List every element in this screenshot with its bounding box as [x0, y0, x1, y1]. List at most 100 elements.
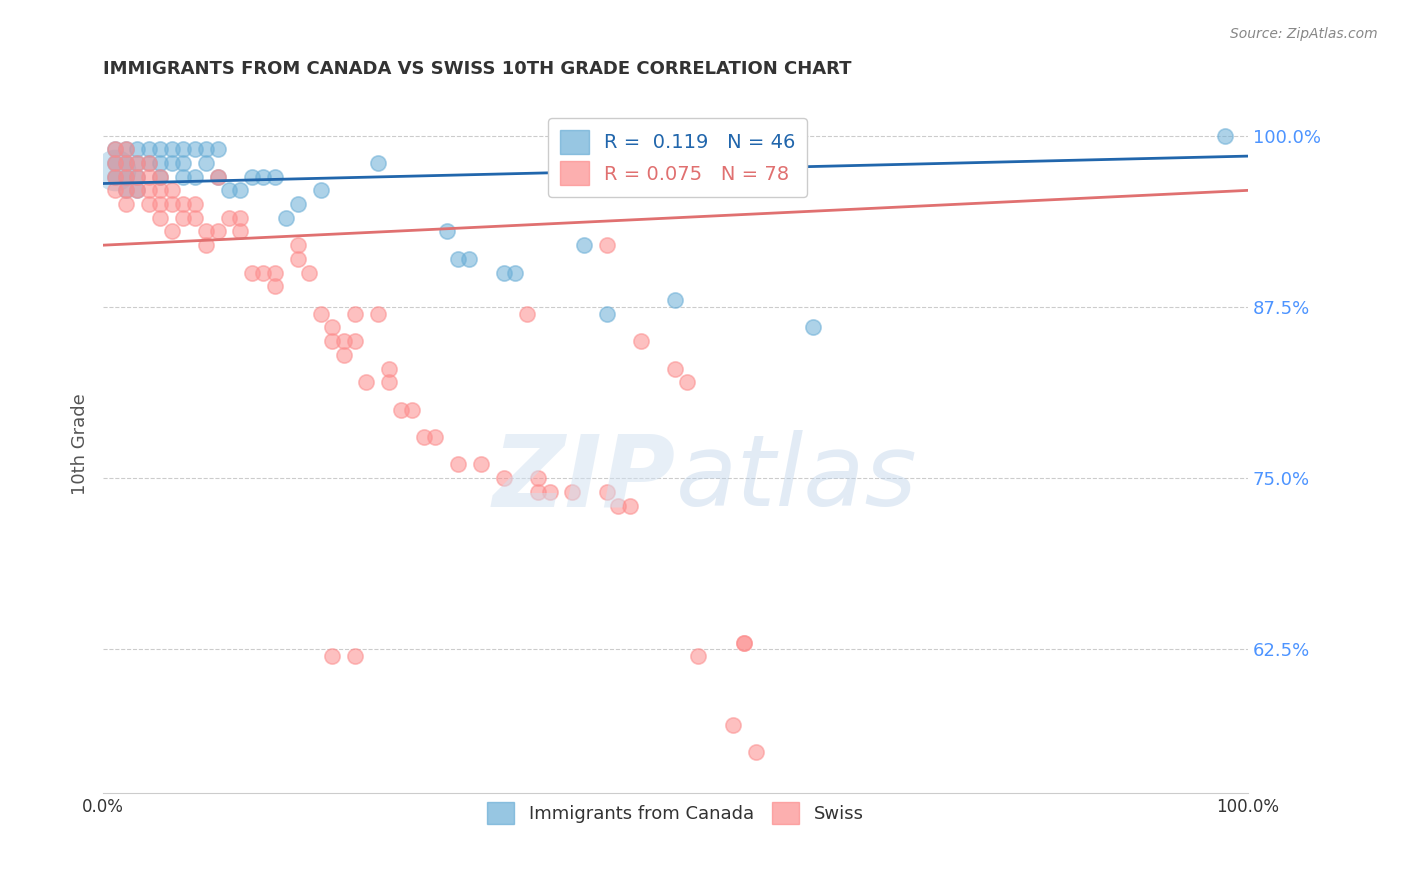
- Point: [103, 162, 125, 177]
- Point: [321, 334, 343, 348]
- Point: [527, 484, 550, 499]
- Point: [378, 361, 401, 376]
- Point: [127, 183, 149, 197]
- Point: [138, 156, 160, 170]
- Point: [343, 334, 366, 348]
- Point: [664, 361, 686, 376]
- Point: [127, 156, 149, 170]
- Point: [149, 169, 172, 184]
- Point: [149, 197, 172, 211]
- Point: [309, 183, 332, 197]
- Point: [115, 183, 138, 197]
- Point: [733, 635, 755, 649]
- Point: [207, 169, 229, 184]
- Point: [538, 484, 561, 499]
- Point: [801, 320, 824, 334]
- Point: [127, 169, 149, 184]
- Point: [183, 142, 205, 156]
- Point: [149, 142, 172, 156]
- Point: [207, 142, 229, 156]
- Point: [412, 430, 434, 444]
- Point: [733, 635, 755, 649]
- Point: [229, 183, 252, 197]
- Point: [138, 169, 160, 184]
- Text: IMMIGRANTS FROM CANADA VS SWISS 10TH GRADE CORRELATION CHART: IMMIGRANTS FROM CANADA VS SWISS 10TH GRA…: [103, 60, 852, 78]
- Point: [195, 142, 218, 156]
- Point: [596, 307, 619, 321]
- Point: [218, 183, 240, 197]
- Point: [183, 211, 205, 225]
- Point: [160, 142, 183, 156]
- Point: [103, 169, 125, 184]
- Point: [343, 649, 366, 664]
- Point: [321, 649, 343, 664]
- Point: [287, 252, 309, 266]
- Point: [252, 169, 274, 184]
- Point: [378, 376, 401, 390]
- Point: [619, 499, 641, 513]
- Point: [356, 376, 378, 390]
- Point: [492, 471, 515, 485]
- Point: [115, 183, 138, 197]
- Point: [447, 458, 470, 472]
- Point: [183, 197, 205, 211]
- Point: [721, 718, 744, 732]
- Point: [630, 334, 652, 348]
- Point: [229, 225, 252, 239]
- Point: [115, 142, 138, 156]
- Point: [688, 649, 710, 664]
- Point: [160, 156, 183, 170]
- Point: [596, 238, 619, 252]
- Y-axis label: 10th Grade: 10th Grade: [72, 393, 89, 495]
- Point: [103, 156, 125, 170]
- Point: [561, 484, 583, 499]
- Point: [127, 142, 149, 156]
- Point: [596, 484, 619, 499]
- Point: [160, 197, 183, 211]
- Point: [321, 320, 343, 334]
- Point: [607, 499, 630, 513]
- Point: [664, 293, 686, 307]
- Point: [115, 156, 138, 170]
- Point: [127, 183, 149, 197]
- Point: [138, 183, 160, 197]
- Point: [423, 430, 446, 444]
- Point: [149, 211, 172, 225]
- Point: [287, 238, 309, 252]
- Point: [572, 238, 595, 252]
- Point: [172, 156, 194, 170]
- Point: [149, 169, 172, 184]
- Text: Source: ZipAtlas.com: Source: ZipAtlas.com: [1230, 27, 1378, 41]
- Point: [343, 307, 366, 321]
- Point: [207, 169, 229, 184]
- Point: [172, 142, 194, 156]
- Point: [263, 266, 285, 280]
- Point: [195, 156, 218, 170]
- Point: [172, 197, 194, 211]
- Point: [115, 169, 138, 184]
- Point: [744, 745, 766, 759]
- Point: [183, 169, 205, 184]
- Point: [492, 266, 515, 280]
- Point: [195, 225, 218, 239]
- Point: [127, 169, 149, 184]
- Point: [218, 211, 240, 225]
- Point: [287, 197, 309, 211]
- Point: [103, 169, 125, 184]
- Point: [503, 266, 526, 280]
- Point: [172, 169, 194, 184]
- Point: [115, 156, 138, 170]
- Point: [229, 211, 252, 225]
- Point: [263, 169, 285, 184]
- Point: [195, 238, 218, 252]
- Point: [115, 169, 138, 184]
- Point: [138, 197, 160, 211]
- Text: ZIP: ZIP: [492, 430, 675, 527]
- Point: [240, 266, 263, 280]
- Point: [138, 156, 160, 170]
- Point: [115, 197, 138, 211]
- Point: [127, 156, 149, 170]
- Point: [207, 225, 229, 239]
- Point: [160, 183, 183, 197]
- Point: [103, 156, 125, 170]
